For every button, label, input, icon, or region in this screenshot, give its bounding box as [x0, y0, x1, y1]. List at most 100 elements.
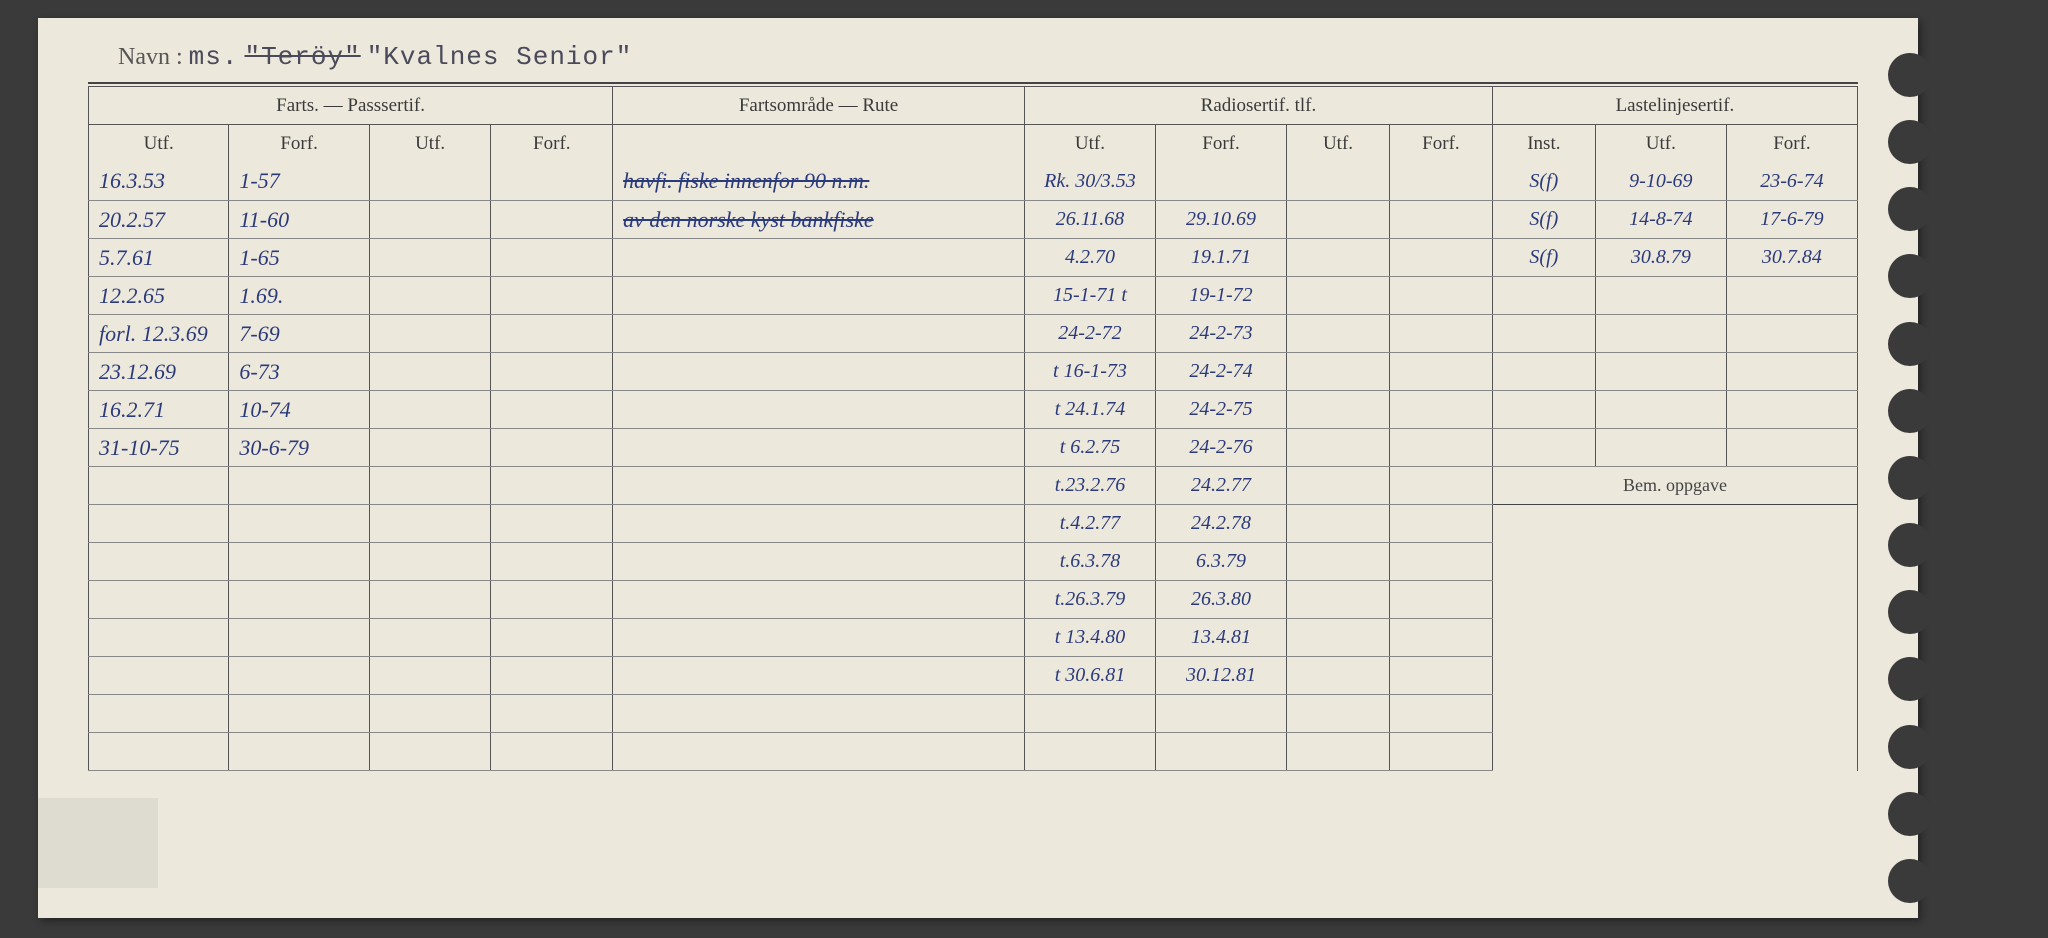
col-forf: Forf. — [1155, 125, 1286, 163]
cell: 24-2-72 — [1024, 315, 1155, 353]
cell — [1287, 695, 1390, 733]
cell — [1595, 353, 1726, 391]
table-row: t 30.6.8130.12.81 — [89, 657, 1858, 695]
cell — [1595, 315, 1726, 353]
cell: 24-2-73 — [1155, 315, 1286, 353]
cell — [89, 695, 229, 733]
cell: 15-1-71 t — [1024, 277, 1155, 315]
cell — [491, 505, 613, 543]
cell — [1287, 429, 1390, 467]
cell — [491, 391, 613, 429]
cell: 30-6-79 — [229, 429, 369, 467]
navn-label: Navn : — [118, 44, 183, 70]
cell — [1155, 733, 1286, 771]
cell: 26.3.80 — [1155, 581, 1286, 619]
cell — [89, 733, 229, 771]
cell: 13.4.81 — [1155, 619, 1286, 657]
bem-cell — [1492, 733, 1857, 771]
cell — [1287, 277, 1390, 315]
name-struck: "Teröy" — [244, 42, 360, 72]
divider — [88, 82, 1858, 84]
cell: 17-6-79 — [1726, 201, 1857, 239]
col-forf: Forf. — [491, 125, 613, 163]
cell — [491, 581, 613, 619]
cell: 26.11.68 — [1024, 201, 1155, 239]
cell: t 30.6.81 — [1024, 657, 1155, 695]
cell — [1287, 543, 1390, 581]
cell — [1492, 353, 1595, 391]
cell — [1389, 581, 1492, 619]
cell — [1024, 695, 1155, 733]
cell: 5.7.61 — [89, 239, 229, 277]
table-row: t.4.2.7724.2.78 — [89, 505, 1858, 543]
cell — [229, 619, 369, 657]
cell: 31-10-75 — [89, 429, 229, 467]
cell — [229, 695, 369, 733]
cell — [1492, 429, 1595, 467]
cell: 24-2-76 — [1155, 429, 1286, 467]
cell — [1287, 467, 1390, 505]
cell: S(f) — [1492, 163, 1595, 201]
cell: 9-10-69 — [1595, 163, 1726, 201]
cell — [369, 581, 491, 619]
table-row: 31-10-7530-6-79 t 6.2.7524-2-76 — [89, 429, 1858, 467]
bem-cell — [1492, 505, 1857, 543]
col-utf: Utf. — [1024, 125, 1155, 163]
cell: 6.3.79 — [1155, 543, 1286, 581]
header-farts: Farts. — Passsertif. — [89, 87, 613, 125]
col-forf: Forf. — [229, 125, 369, 163]
table-row: t.23.2.7624.2.77Bem. oppgave — [89, 467, 1858, 505]
col-utf: Utf. — [89, 125, 229, 163]
cell: t.26.3.79 — [1024, 581, 1155, 619]
cell — [1492, 391, 1595, 429]
cell — [613, 277, 1025, 315]
cell: 7-69 — [229, 315, 369, 353]
cell — [613, 353, 1025, 391]
cell — [369, 695, 491, 733]
record-card: Navn : ms. "Teröy" "Kvalnes Senior" Fart… — [38, 18, 1918, 918]
cell: t.6.3.78 — [1024, 543, 1155, 581]
cell — [1287, 353, 1390, 391]
table-row — [89, 695, 1858, 733]
cell: S(f) — [1492, 239, 1595, 277]
cell — [89, 543, 229, 581]
cell — [491, 695, 613, 733]
cell — [491, 543, 613, 581]
cell — [1389, 733, 1492, 771]
cell: 24.2.77 — [1155, 467, 1286, 505]
cell: S(f) — [1492, 201, 1595, 239]
cell — [491, 163, 613, 201]
cell: t 6.2.75 — [1024, 429, 1155, 467]
cell — [491, 277, 613, 315]
cell: 6-73 — [229, 353, 369, 391]
cell: 10-74 — [229, 391, 369, 429]
cell — [613, 581, 1025, 619]
cell — [229, 543, 369, 581]
cell — [613, 505, 1025, 543]
cell — [1389, 429, 1492, 467]
cell: 30.8.79 — [1595, 239, 1726, 277]
cell — [1287, 733, 1390, 771]
col-rute-blank — [613, 125, 1025, 163]
cell — [613, 429, 1025, 467]
cell — [1492, 277, 1595, 315]
cell: 24-2-74 — [1155, 353, 1286, 391]
cell — [369, 391, 491, 429]
cell — [229, 657, 369, 695]
cell: 19-1-72 — [1155, 277, 1286, 315]
cell — [1726, 353, 1857, 391]
table-row: 16.2.7110-74t 24.1.7424-2-75 — [89, 391, 1858, 429]
cell: 20.2.57 — [89, 201, 229, 239]
table-row — [89, 733, 1858, 771]
bem-cell — [1492, 581, 1857, 619]
cell: 1-57 — [229, 163, 369, 201]
cell — [613, 619, 1025, 657]
cell — [1726, 391, 1857, 429]
cell — [613, 391, 1025, 429]
cell — [1726, 315, 1857, 353]
cell — [1389, 619, 1492, 657]
cell: 30.12.81 — [1155, 657, 1286, 695]
cell — [613, 695, 1025, 733]
cell: 23.12.69 — [89, 353, 229, 391]
table-row: 20.2.5711-60av den norske kyst bankfiske… — [89, 201, 1858, 239]
